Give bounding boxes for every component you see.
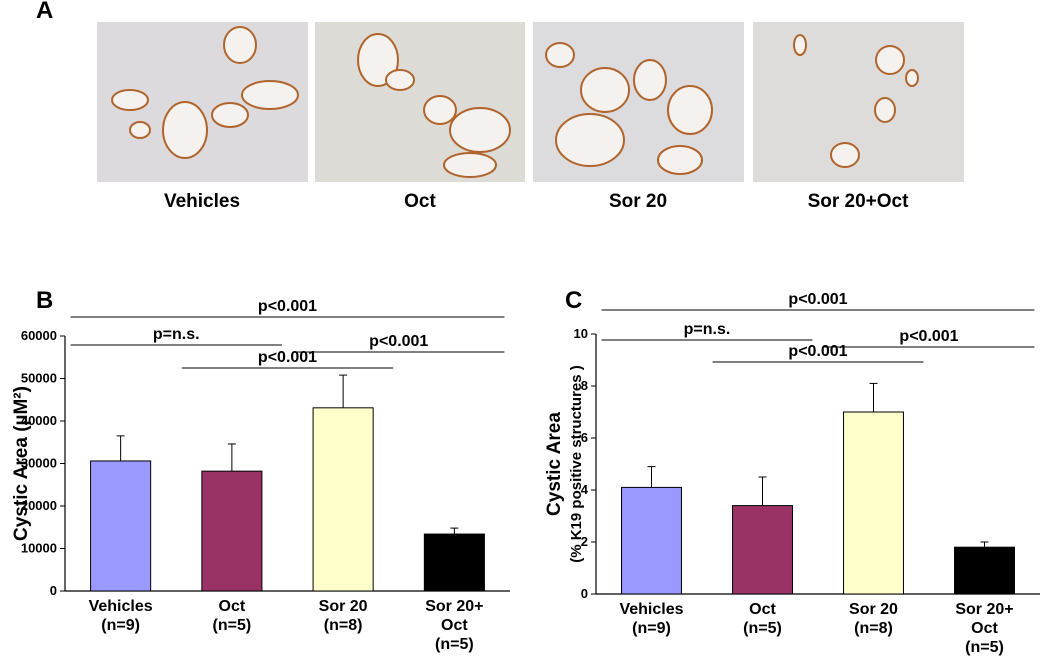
bar: [312, 407, 374, 592]
x-tick-label: (n=8): [324, 617, 363, 634]
significance-label: p=n.s.: [684, 321, 731, 338]
y-tick-label: 4: [581, 482, 589, 497]
bar: [954, 546, 1015, 595]
caption: Oct: [404, 191, 436, 212]
y-tick-label: 0: [50, 583, 57, 598]
x-tick-label: Oct: [441, 617, 468, 634]
panel-label: A: [36, 0, 53, 24]
y-axis-label: Cystic Area: [544, 412, 565, 516]
y-tick-label: 10: [574, 326, 588, 341]
caption: Sor 20+Oct: [808, 191, 910, 212]
x-tick-label: Sor 20: [319, 598, 368, 615]
x-tick-label: Oct: [971, 620, 998, 637]
caption: Sor 20: [609, 191, 667, 212]
significance-label: p=n.s.: [153, 326, 200, 343]
y-tick-label: 6: [581, 430, 588, 445]
panel-label: B: [36, 287, 53, 314]
bar: [201, 470, 263, 592]
significance-label: p<0.001: [788, 343, 847, 360]
panel-label: C: [565, 287, 582, 314]
x-tick-label: (n=5): [213, 617, 252, 634]
y-axis-label: (% K19 positive structures ): [568, 365, 585, 563]
micrographs: [97, 22, 964, 182]
x-tick-label: Sor 20+: [425, 598, 483, 615]
x-tick-label: Vehicles: [89, 598, 153, 615]
x-tick-label: (n=5): [743, 620, 782, 637]
y-tick-label: 0: [581, 586, 588, 601]
x-tick-label: Oct: [749, 601, 776, 618]
x-tick-label: Sor 20: [849, 601, 898, 618]
significance-label: p<0.001: [258, 298, 317, 315]
significance-label: p<0.001: [788, 291, 847, 308]
significance-label: p<0.001: [369, 333, 428, 350]
significance-label: p<0.001: [899, 328, 958, 345]
y-tick-label: 60000: [21, 328, 57, 343]
bar: [843, 411, 904, 595]
x-tick-label: (n=9): [101, 617, 140, 634]
y-tick-label: 50000: [21, 371, 57, 386]
caption: Vehicles: [164, 191, 240, 212]
significance-label: p<0.001: [258, 349, 317, 366]
y-axis-label: Cystic Area (µM²): [11, 386, 32, 541]
x-tick-label: Oct: [219, 598, 246, 615]
x-tick-label: (n=5): [965, 639, 1004, 656]
y-tick-label: 8: [581, 378, 588, 393]
y-tick-label: 40000: [21, 413, 57, 428]
y-tick-label: 30000: [21, 456, 57, 471]
x-tick-label: (n=9): [632, 620, 671, 637]
micrograph: [315, 22, 525, 182]
cysts: [111, 26, 919, 178]
y-tick-label: 2: [581, 534, 588, 549]
y-tick-label: 20000: [21, 498, 57, 513]
bar: [90, 460, 152, 592]
x-tick-label: (n=8): [854, 620, 893, 637]
bar: [621, 486, 682, 595]
bar: [423, 533, 485, 592]
x-tick-label: (n=5): [435, 636, 474, 653]
bar: [732, 505, 793, 595]
x-tick-label: Sor 20+: [955, 601, 1013, 618]
x-tick-label: Vehicles: [619, 601, 683, 618]
y-tick-label: 10000: [21, 541, 57, 556]
